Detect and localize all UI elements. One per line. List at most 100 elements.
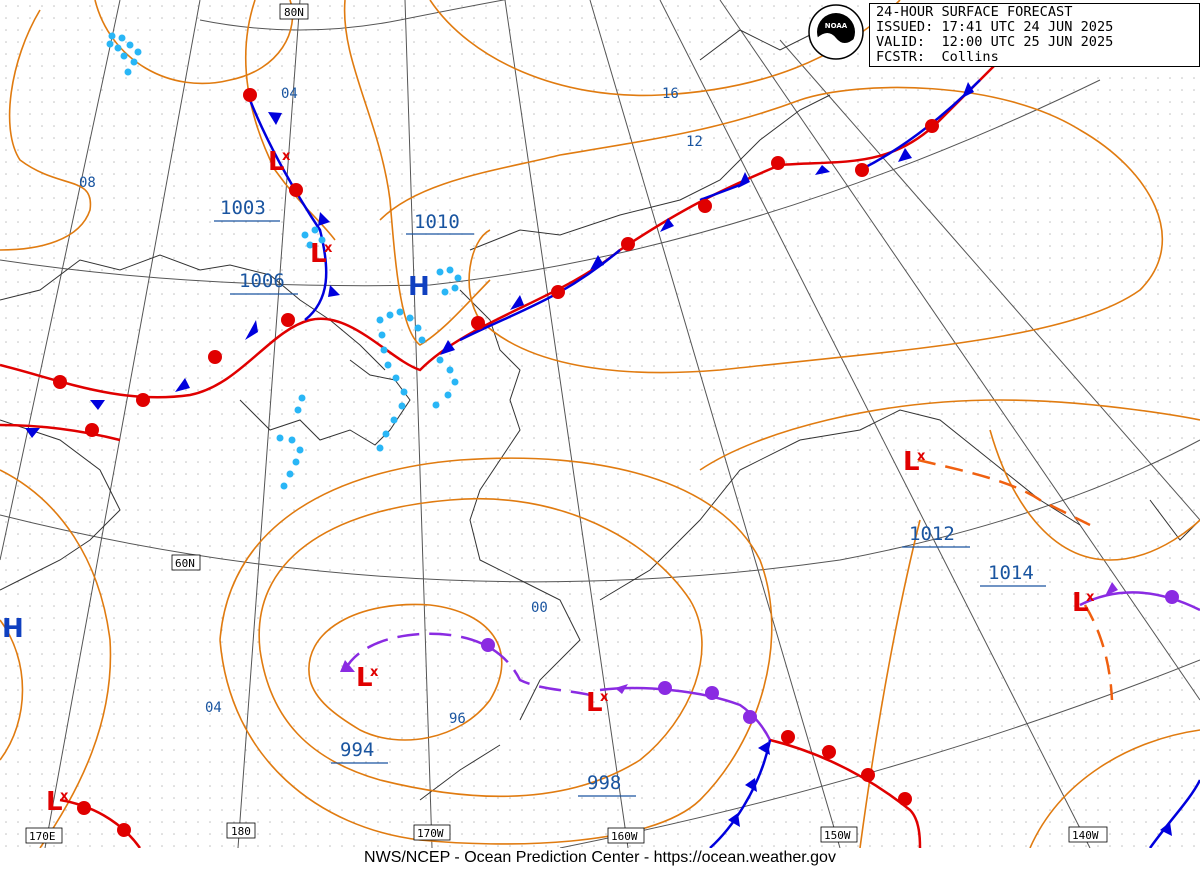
isobar-1014	[989, 429, 1200, 561]
issued-time: ISSUED: 17:41 UTC 24 JUN 2025	[876, 19, 1114, 35]
isobar-04-south	[219, 457, 773, 845]
footer-credit: NWS/NCEP - Ocean Prediction Center - htt…	[0, 848, 1200, 875]
isobar-siberia-south	[0, 469, 112, 849]
parallel-70n	[0, 79, 1101, 287]
warm-front-bump	[471, 316, 485, 330]
coastlines	[0, 29, 1200, 801]
warm-front-bump	[771, 156, 785, 170]
valid-time: VALID: 12:00 UTC 25 JUN 2025	[876, 34, 1114, 50]
low-center-bering: Lx	[356, 663, 379, 693]
coast-chukotka	[239, 359, 411, 446]
warm-front-bump	[289, 183, 303, 197]
isobar-label-96: 96	[449, 711, 466, 727]
coast-aleutians	[419, 744, 501, 801]
cold-front-triangle	[1160, 822, 1172, 836]
isobar-00	[258, 498, 703, 798]
meridian-170e	[44, 0, 201, 849]
cold-front-triangle	[728, 813, 740, 827]
cold-front-triangle	[745, 778, 757, 792]
high-center-left: H	[2, 614, 24, 644]
cold-front-triangle	[440, 340, 455, 355]
low-center-siberia: Lx	[310, 239, 333, 269]
isobar-96	[308, 603, 503, 741]
parallel-50n	[559, 659, 1200, 849]
forecast-header: 24-HOUR SURFACE FORECAST ISSUED: 17:41 U…	[869, 3, 1200, 67]
meridian-170w	[404, 0, 433, 849]
svg-text:x: x	[324, 241, 333, 256]
warm-front-bump	[925, 119, 939, 133]
warm-front-bump	[698, 199, 712, 213]
isobar-labels: 04 08 16 12 00 96 04	[79, 86, 703, 727]
isobar-label-12: 12	[686, 134, 703, 150]
meridian-150w	[589, 0, 841, 849]
isobar-1012	[699, 399, 1200, 471]
noaa-logo: NOAA	[808, 4, 864, 60]
svg-text:x: x	[60, 789, 69, 804]
front-occluded-east	[1079, 591, 1200, 612]
graticule	[0, 0, 1200, 849]
cold-front-triangle	[25, 428, 40, 438]
cold-front-triangle	[175, 378, 190, 392]
front-cold-peninsula	[709, 739, 772, 849]
front-warm-southwest	[59, 798, 142, 849]
parallel-80n	[199, 0, 507, 31]
coast-alaska-south	[599, 409, 1081, 601]
isobar-label-08: 08	[79, 175, 96, 191]
pressure-value-1003: 1003	[220, 197, 266, 219]
lon-label-180: 180	[231, 825, 251, 838]
lon-label-170w: 170W	[417, 827, 444, 840]
front-cold-north-seg	[248, 79, 981, 342]
parallel-60n	[0, 439, 1200, 583]
fog-areas	[106, 32, 462, 490]
pressure-value-1012: 1012	[909, 523, 955, 545]
meridian-160w	[504, 0, 629, 849]
meridian-120w	[779, 39, 1200, 521]
fog-area-high	[436, 266, 462, 296]
lon-label-150w: 150W	[824, 829, 851, 842]
cold-front-triangle	[898, 148, 912, 162]
grid-dot-pattern	[0, 0, 1200, 848]
occluded-front-bump	[481, 638, 495, 652]
cold-front-triangle	[590, 255, 604, 270]
svg-text:L: L	[586, 688, 603, 718]
svg-text:x: x	[1086, 590, 1095, 605]
coast-siberia-north	[0, 254, 386, 371]
warm-front-bump	[208, 350, 222, 364]
occluded-front-bump	[743, 710, 757, 724]
cold-front-triangle	[510, 295, 524, 310]
grid-labels: 80N 60N 170E 180 170W 160W 150W 140W	[25, 3, 1108, 844]
cold-front-triangle	[962, 82, 974, 98]
front-warm-west	[0, 423, 121, 442]
low-center-peninsula: Lx	[586, 688, 609, 718]
svg-text:L: L	[1072, 588, 1089, 618]
low-center-southwest: Lx	[46, 787, 69, 817]
warm-front-bump	[621, 237, 635, 251]
svg-text:x: x	[600, 690, 609, 705]
pressure-value-1014: 1014	[988, 562, 1034, 584]
isobar-label-00: 00	[531, 600, 548, 616]
pressure-value-998: 998	[587, 772, 621, 794]
occluded-front-triangle	[615, 684, 628, 694]
isobar-1012-b	[859, 519, 921, 849]
cold-front-triangle	[328, 285, 340, 297]
svg-text:L: L	[268, 147, 285, 177]
warm-front-bump	[855, 163, 869, 177]
pressure-value-1010: 1010	[414, 211, 460, 233]
svg-text:x: x	[282, 149, 291, 164]
pressure-values: 1003 1010 1006 994 998 1012 1014	[214, 197, 1046, 797]
svg-text:L: L	[903, 447, 920, 477]
forecaster: FCSTR: Collins	[876, 49, 999, 65]
svg-text:L: L	[356, 663, 373, 693]
pressure-value-1006: 1006	[239, 270, 285, 292]
cold-front-triangle	[318, 212, 330, 226]
cold-front-triangle	[738, 172, 750, 188]
low-center-gulf: Lx	[903, 447, 926, 477]
cold-front-triangle	[660, 218, 674, 232]
warm-front-bump	[781, 730, 795, 744]
forecast-title: 24-HOUR SURFACE FORECAST	[876, 4, 1073, 20]
isobar-12	[379, 86, 1164, 374]
cold-front-triangle	[268, 112, 282, 125]
noaa-logo-text: NOAA	[825, 22, 848, 30]
fronts	[0, 59, 1200, 849]
